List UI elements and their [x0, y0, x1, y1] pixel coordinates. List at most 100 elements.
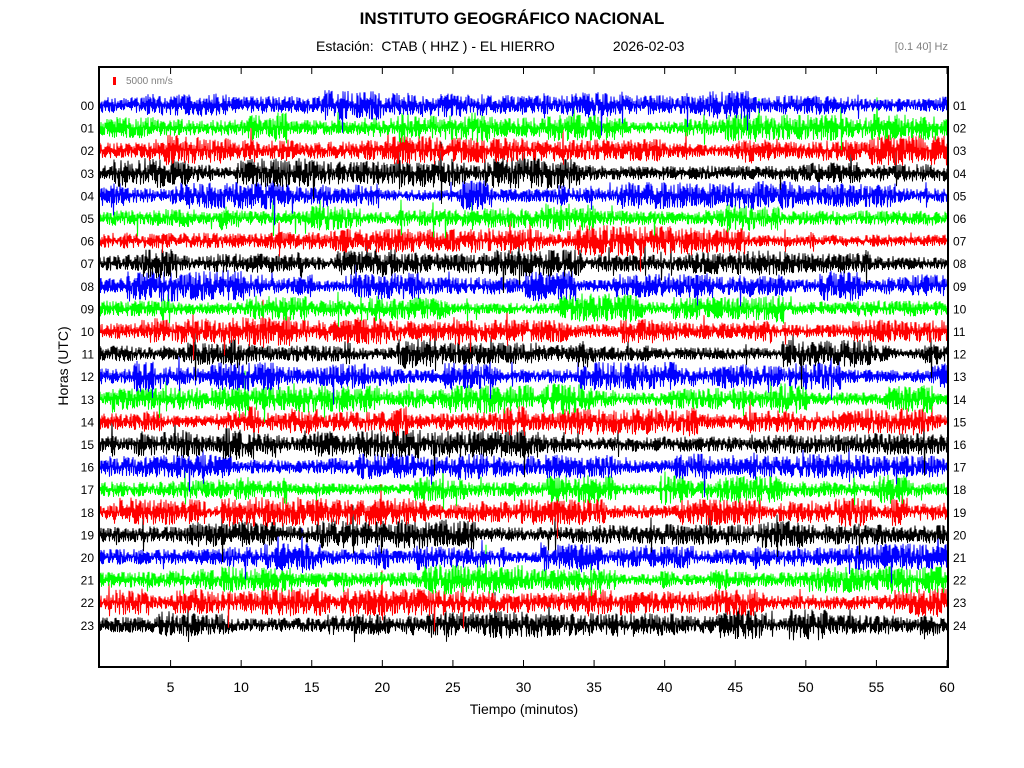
left-hour-label: 04	[81, 189, 95, 203]
trace-hour-21	[100, 544, 947, 597]
trace-hour-10	[100, 299, 947, 360]
right-hour-label: 22	[953, 574, 967, 588]
trace-hour-11	[100, 327, 947, 390]
right-hour-label: 16	[953, 438, 967, 452]
trace-hour-22	[100, 570, 947, 632]
left-hour-label: 06	[81, 235, 95, 249]
x-tick-label: 50	[798, 679, 814, 695]
trace-hour-05	[100, 196, 947, 239]
right-hour-label: 14	[953, 393, 967, 407]
right-hour-label: 21	[953, 551, 967, 565]
left-hour-label: 01	[81, 122, 95, 136]
left-hour-label: 14	[81, 415, 95, 429]
left-hour-label: 22	[81, 596, 95, 610]
x-tick-label: 60	[939, 679, 955, 695]
right-hour-label: 02	[953, 122, 967, 136]
trace-hour-14	[100, 398, 947, 437]
filter-band-label: [0.1 40] Hz	[894, 41, 948, 53]
chart-title: INSTITUTO GEOGRÁFICO NACIONAL	[359, 9, 665, 28]
record-date: 2026-02-03	[612, 38, 685, 54]
trace-hour-12	[100, 347, 947, 405]
left-hour-label: 18	[81, 506, 95, 520]
trace-hour-04	[100, 166, 947, 226]
right-hour-label: 05	[953, 189, 967, 203]
left-hour-label: 21	[81, 574, 95, 588]
left-hour-label: 03	[81, 167, 95, 181]
right-hour-label: 04	[953, 167, 967, 181]
x-tick-label: 20	[375, 679, 391, 695]
scale-bar	[113, 77, 116, 85]
left-hour-label: 08	[81, 280, 95, 294]
right-hour-label: 11	[953, 325, 966, 339]
trace-hour-17	[100, 464, 947, 509]
right-hour-label: 06	[953, 212, 967, 226]
y-axis-label: Horas (UTC)	[55, 326, 71, 406]
station-subtitle: Estación: CTAB ( HHZ ) - EL HIERRO 2026-0…	[316, 38, 684, 54]
trace-hour-09	[100, 291, 947, 327]
x-tick-label: 35	[586, 679, 602, 695]
right-hour-label: 20	[953, 528, 967, 542]
x-tick-label: 30	[516, 679, 532, 695]
left-hour-label: 05	[81, 212, 95, 226]
right-hour-label: 17	[953, 461, 967, 475]
right-hour-label: 24	[953, 619, 967, 633]
left-hour-label: 16	[81, 461, 95, 475]
x-tick-label: 40	[657, 679, 673, 695]
right-hour-label: 13	[953, 370, 967, 384]
left-hour-label: 10	[81, 325, 95, 339]
right-hour-label: 08	[953, 257, 967, 271]
right-hour-label: 09	[953, 280, 967, 294]
left-hour-label: 12	[81, 370, 95, 384]
right-hour-label: 07	[953, 235, 967, 249]
left-hour-label: 02	[81, 144, 95, 158]
left-hour-label: 13	[81, 393, 95, 407]
x-tick-label: 5	[167, 679, 175, 695]
left-hour-labels: 00 01 02 03 04 05 06 07 08 09 10 11 12 13 14 15 16 17 18 19…	[81, 99, 95, 633]
right-hour-label: 10	[953, 302, 967, 316]
x-tick-label: 45	[727, 679, 743, 695]
trace-hour-06	[100, 216, 947, 272]
left-hour-label: 07	[81, 257, 95, 271]
trace-hour-16	[100, 447, 947, 498]
x-axis-label: Tiempo (minutos)	[469, 701, 579, 717]
left-hour-label: 20	[81, 551, 95, 565]
trace-hour-03	[100, 141, 947, 205]
left-hour-label: 00	[81, 99, 95, 113]
left-hour-label: 17	[81, 483, 95, 497]
right-hour-label: 23	[953, 596, 967, 610]
left-hour-label: 15	[81, 438, 95, 452]
x-tick-label: 10	[233, 679, 249, 695]
trace-hour-01	[100, 97, 947, 151]
left-hour-label: 19	[81, 528, 95, 542]
left-hour-label: 09	[81, 302, 95, 316]
trace-hour-18	[100, 484, 947, 539]
right-hour-label: 01	[953, 99, 967, 113]
right-hour-label: 18	[953, 483, 967, 497]
trace-hour-19	[100, 505, 947, 563]
trace-hour-13	[100, 370, 947, 423]
x-axis-ticks: 5 10 15 20 25 30 35 40 45 50 55 60	[167, 68, 955, 695]
left-hour-label: 11	[82, 348, 95, 362]
trace-hour-20	[100, 527, 947, 584]
x-tick-label: 55	[869, 679, 885, 695]
right-hour-label: 15	[953, 415, 967, 429]
plot-frame	[98, 66, 949, 668]
right-hour-label: 19	[953, 506, 967, 520]
x-tick-label: 25	[445, 679, 461, 695]
x-tick-label: 15	[304, 679, 320, 695]
trace-hour-15	[100, 419, 947, 478]
right-hour-label: 12	[953, 348, 967, 362]
left-hour-label: 23	[81, 619, 95, 633]
right-hour-labels: 01 02 03 04 05 06 07 08 09 10 11 12 13 14 15 16 17 18 19 20…	[953, 99, 967, 633]
trace-hour-08	[100, 257, 947, 307]
trace-hour-23	[100, 592, 947, 643]
seismic-traces	[100, 90, 947, 643]
station-name: CTAB ( HHZ ) - EL HIERRO	[381, 38, 555, 54]
station-prefix: Estación:	[316, 38, 374, 54]
trace-hour-07	[100, 235, 947, 294]
trace-hour-00	[100, 90, 947, 136]
trace-hour-02	[100, 127, 947, 166]
scale-bar-label: 5000 nm/s	[126, 76, 173, 87]
right-hour-label: 03	[953, 144, 967, 158]
